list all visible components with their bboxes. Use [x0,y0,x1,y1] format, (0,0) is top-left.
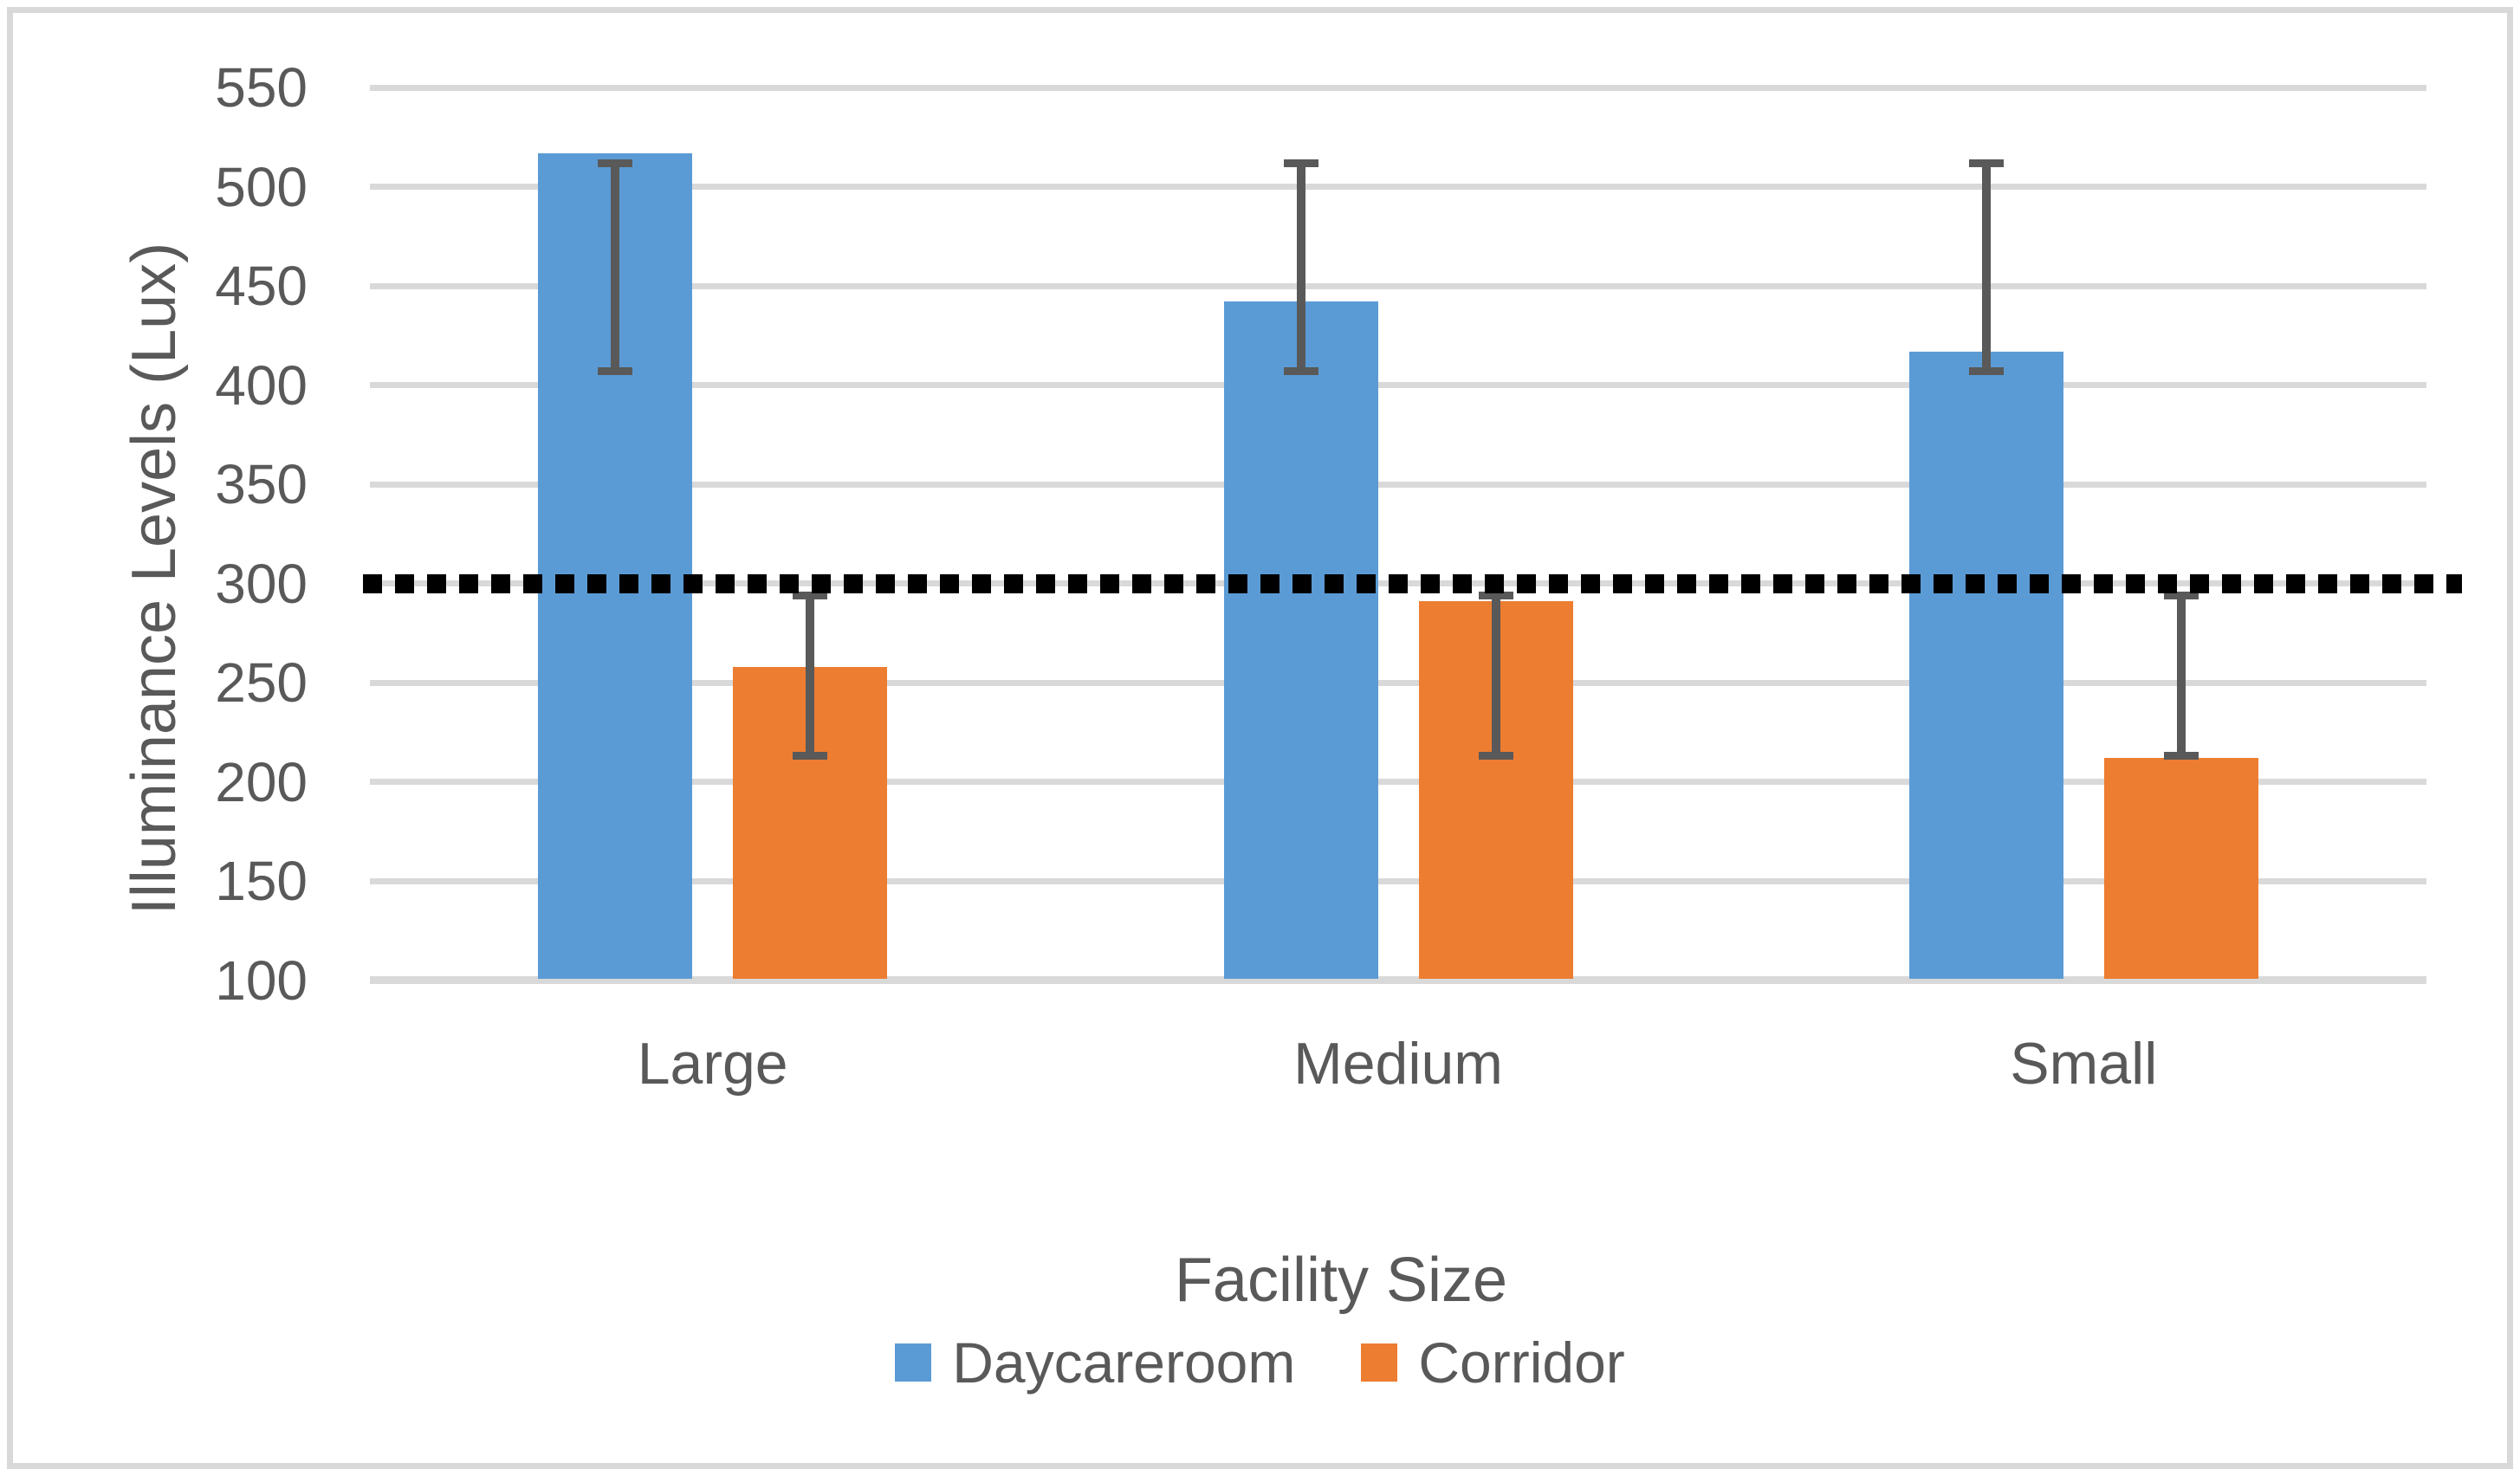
corridor-error-cap-top-medium [1478,591,1513,599]
daycareroom-error-bar-small [1981,163,1991,372]
y-tick-label-200: 200 [215,750,308,813]
daycareroom-error-cap-bottom-large [598,366,633,375]
y-tick-label-100: 100 [215,948,308,1012]
x-axis-title: Facility Size [1174,1246,1508,1315]
daycareroom-error-cap-top-large [598,159,633,167]
corridor-error-bar-medium [1491,595,1500,756]
daycareroom-bar-small [1908,351,2063,979]
y-tick-label-450: 450 [215,255,308,317]
gridline-500 [370,184,2426,190]
corridor-error-bar-large [806,595,815,756]
corridor-error-cap-top-small [2163,591,2199,599]
corridor-error-bar-small [2176,595,2186,756]
category-label-small: Small [2010,1031,2158,1097]
corridor-error-cap-bottom-medium [1478,752,1513,761]
corridor-swatch-icon [1361,1343,1398,1382]
y-tick-label-300: 300 [215,552,308,615]
gridline-250 [370,679,2426,686]
x-axis-line [370,976,2426,984]
gridline-450 [370,282,2426,289]
y-tick-label-350: 350 [215,453,308,515]
corridor-error-cap-bottom-large [793,752,828,761]
corridor-error-cap-bottom-small [2163,752,2199,761]
gridline-550 [370,84,2426,91]
daycareroom-error-cap-bottom-small [1968,366,2004,375]
corridor-error-cap-top-large [793,591,828,599]
category-label-large: Large [637,1031,788,1097]
corridor-bar-small [2103,758,2258,979]
y-tick-label-250: 250 [215,651,308,714]
category-label-medium: Medium [1293,1031,1503,1097]
legend-label-daycareroom: Daycareroom [952,1330,1296,1395]
y-tick-label-550: 550 [215,56,308,119]
legend-item-daycareroom: Daycareroom [895,1334,1295,1391]
y-tick-label-150: 150 [215,850,308,912]
gridline-150 [370,877,2426,884]
daycareroom-error-bar-medium [1296,163,1305,372]
daycareroom-error-cap-top-small [1968,159,2004,167]
gridline-400 [370,382,2426,388]
daycareroom-bar-medium [1223,301,1378,979]
y-tick-label-500: 500 [215,155,308,218]
gridline-350 [370,481,2426,488]
legend-item-corridor: Corridor [1361,1330,1625,1395]
gridline-200 [370,779,2426,785]
legend: Daycareroom Corridor [0,1334,2520,1391]
daycareroom-error-bar-large [611,163,620,372]
daycareroom-error-cap-top-medium [1283,159,1318,167]
legend-label-corridor: Corridor [1418,1330,1625,1395]
daycareroom-error-cap-bottom-medium [1283,366,1318,375]
daycareroom-swatch-icon [895,1343,932,1382]
reference-line-300-lux [363,573,2462,593]
y-tick-label-400: 400 [215,353,308,417]
y-axis-title: Illuminance Levels (Lux) [120,242,189,916]
